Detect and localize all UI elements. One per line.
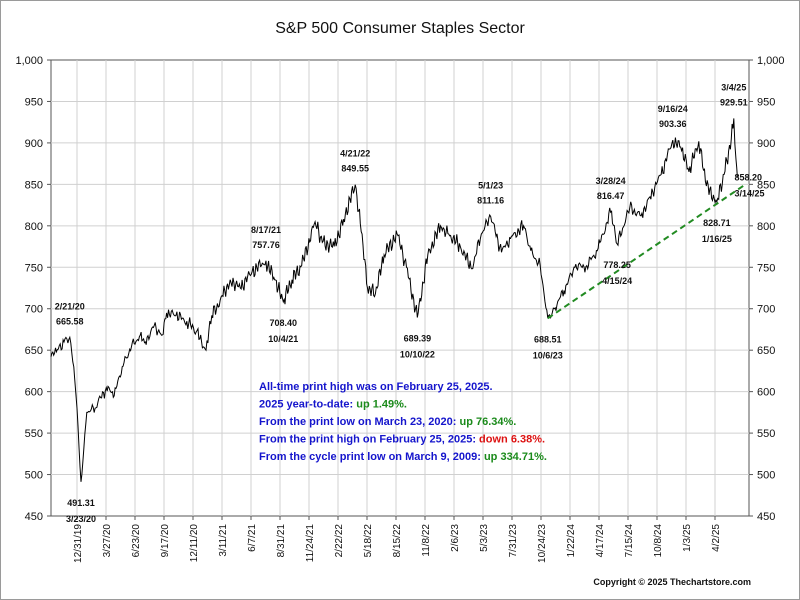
annotation-value: 688.51 (534, 334, 562, 344)
annotation-value: 708.40 (270, 318, 298, 328)
note-segment: From the print high on February 25, 2025… (259, 434, 479, 446)
note-segment: From the cycle print low on March 9, 200… (259, 451, 484, 463)
annotation-date: 10/10/22 (400, 350, 435, 360)
x-tick-label: 12/31/19 (73, 524, 84, 563)
y-tick-label-right: 850 (757, 179, 775, 191)
x-tick-label: 4/2/25 (711, 524, 722, 552)
note-line: From the print low on March 23, 2020: up… (259, 416, 516, 428)
annotation-value: 816.47 (597, 191, 625, 201)
chart-title: S&P 500 Consumer Staples Sector (275, 20, 525, 37)
x-tick-label: 12/11/20 (189, 524, 200, 563)
annotation-value: 858.20 (734, 173, 762, 183)
annotation-date: 10/6/23 (533, 350, 563, 360)
annotation-date: 1/16/25 (702, 234, 732, 244)
x-tick-label: 8/15/22 (392, 524, 403, 558)
annotation-date: 3/28/24 (596, 176, 626, 186)
note-line: From the print high on February 25, 2025… (259, 434, 545, 446)
y-tick-label-right: 550 (757, 428, 775, 440)
annotation-date: 4/21/22 (340, 149, 370, 159)
note-line: All-time print high was on February 25, … (259, 381, 493, 393)
x-tick-label: 10/24/23 (537, 524, 548, 563)
y-tick-label-right: 900 (757, 138, 775, 150)
x-tick-label: 11/24/21 (305, 524, 316, 563)
y-tick-label-left: 950 (25, 96, 43, 108)
x-tick-label: 9/17/20 (160, 524, 171, 558)
annotation-date: 2/21/20 (55, 301, 85, 311)
note-segment: 2025 year-to-date: (259, 399, 356, 411)
x-tick-label: 10/8/24 (653, 524, 664, 558)
note-segment: up 76.34%. (459, 416, 516, 428)
y-tick-label-right: 1,000 (757, 55, 785, 67)
note-segment: down 6.38%. (479, 434, 545, 446)
note-segment: up 1.49%. (356, 399, 407, 411)
annotation-value: 828.71 (703, 218, 731, 228)
y-tick-label-right: 950 (757, 96, 775, 108)
note-line: From the cycle print low on March 9, 200… (259, 451, 547, 463)
annotation-value: 778.25 (603, 260, 631, 270)
x-tick-label: 2/22/22 (334, 524, 345, 558)
annotation-date: 3/23/20 (66, 514, 96, 524)
x-tick-label: 8/31/21 (276, 524, 287, 558)
note-segment: All-time print high was on February 25, … (259, 381, 493, 393)
y-tick-label-left: 600 (25, 387, 43, 399)
annotation-value: 903.36 (659, 119, 687, 129)
annotation-value: 849.55 (341, 164, 369, 174)
note-segment: up 334.71%. (484, 451, 547, 463)
x-tick-label: 6/7/21 (247, 524, 258, 552)
annotation-date: 5/1/23 (478, 181, 503, 191)
series-line (50, 118, 738, 482)
x-tick-label: 1/22/24 (566, 524, 577, 558)
annotation-value: 491.31 (67, 498, 95, 508)
y-tick-label-right: 600 (757, 387, 775, 399)
y-tick-label-right: 450 (757, 511, 775, 523)
annotation-date: 10/4/21 (268, 334, 298, 344)
plot-area (50, 59, 750, 517)
y-tick-label-right: 650 (757, 345, 775, 357)
y-tick-label-right: 750 (757, 262, 775, 274)
x-tick-label: 5/18/22 (363, 524, 374, 558)
y-tick-label-left: 900 (25, 138, 43, 150)
x-tick-label: 5/3/23 (479, 524, 490, 552)
annotation-value: 665.58 (56, 316, 84, 326)
y-tick-label-left: 700 (25, 304, 43, 316)
annotation-value: 689.39 (404, 334, 432, 344)
y-tick-label-left: 1,000 (15, 55, 43, 67)
y-tick-label-left: 550 (25, 428, 43, 440)
y-tick-label-right: 700 (757, 304, 775, 316)
y-tick-label-left: 450 (25, 511, 43, 523)
y-tick-label-left: 800 (25, 221, 43, 233)
y-tick-label-left: 750 (25, 262, 43, 274)
annotation-value: 757.76 (252, 240, 280, 250)
x-tick-label: 11/8/22 (421, 524, 432, 557)
y-tick-label-right: 800 (757, 221, 775, 233)
x-tick-label: 7/31/23 (508, 524, 519, 558)
x-tick-label: 7/15/24 (624, 524, 635, 558)
annotation-date: 4/15/24 (602, 276, 632, 286)
note-segment: From the print low on March 23, 2020: (259, 416, 459, 428)
x-tick-label: 4/17/24 (595, 524, 606, 558)
x-tick-label: 6/23/20 (131, 524, 142, 558)
x-tick-label: 3/11/21 (218, 524, 229, 557)
x-tick-label: 3/27/20 (102, 524, 113, 558)
x-tick-label: 1/3/25 (682, 524, 693, 552)
y-tick-label-left: 650 (25, 345, 43, 357)
annotation-date: 8/17/21 (251, 225, 281, 235)
annotation-value: 811.16 (477, 196, 504, 206)
note-line: 2025 year-to-date: up 1.49%. (259, 399, 407, 411)
annotation-date: 3/14/25 (734, 189, 764, 199)
copyright-text: Copyright © 2025 Thechartstore.com (593, 577, 751, 587)
annotation-value: 929.51 (720, 97, 748, 107)
y-tick-label-right: 500 (757, 470, 775, 482)
y-tick-label-left: 500 (25, 470, 43, 482)
y-tick-label-left: 850 (25, 179, 43, 191)
annotation-date: 9/16/24 (658, 104, 688, 114)
x-tick-label: 2/6/23 (450, 524, 461, 552)
annotation-date: 3/4/25 (721, 82, 746, 92)
